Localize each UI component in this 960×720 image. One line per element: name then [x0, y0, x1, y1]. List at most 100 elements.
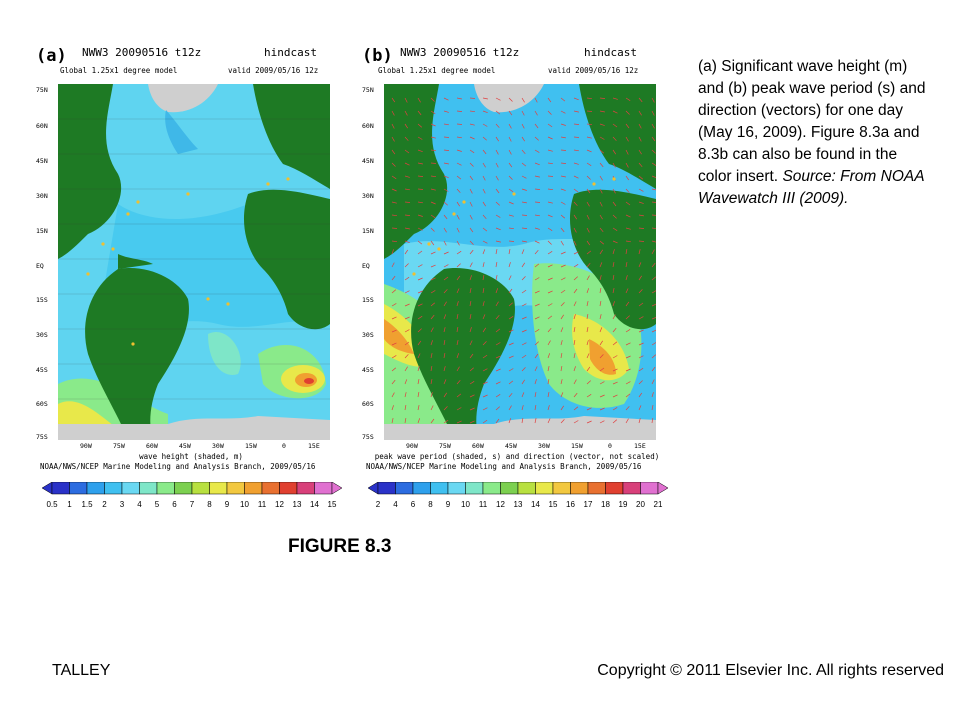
- direction-vector: [573, 353, 576, 359]
- colorbar-tick-label: 2: [375, 500, 381, 509]
- direction-vector: [638, 405, 642, 411]
- direction-vector: [521, 329, 527, 333]
- direction-vector: [443, 264, 449, 268]
- direction-vector: [521, 418, 524, 424]
- direction-vector: [456, 353, 460, 359]
- direction-vector: [534, 240, 540, 244]
- direction-vector: [456, 366, 460, 372]
- direction-vector: [651, 366, 656, 372]
- direction-vector: [495, 406, 500, 411]
- lon-label: 60W: [472, 442, 484, 450]
- direction-vector: [482, 188, 486, 194]
- direction-vector: [456, 407, 462, 411]
- colorbar-swatch: [622, 482, 641, 495]
- direction-vector: [391, 289, 397, 294]
- direction-vector: [430, 251, 436, 255]
- direction-vector: [391, 418, 394, 424]
- direction-vector: [534, 353, 539, 359]
- south-america-land: [85, 268, 189, 440]
- direction-vector: [651, 342, 656, 346]
- colorbar-swatch: [465, 482, 484, 495]
- direction-vector: [638, 249, 641, 255]
- direction-vector: [508, 302, 513, 307]
- direction-vector: [443, 276, 449, 281]
- direction-vector: [508, 227, 514, 230]
- lon-axis: 90W 75W 60W 45W 30W 15W 0 15E: [384, 442, 656, 452]
- direction-vector: [417, 418, 421, 424]
- direction-vector: [599, 340, 603, 346]
- direction-vector: [508, 355, 514, 359]
- direction-vector: [534, 366, 538, 372]
- direction-vector: [560, 314, 564, 320]
- lat-label: 75S: [362, 433, 374, 441]
- lon-label: 90W: [80, 442, 92, 450]
- direction-vector: [469, 110, 476, 113]
- colorbar-tick-label: 11: [257, 500, 267, 509]
- lat-label: EQ: [362, 262, 370, 270]
- direction-vector: [417, 277, 423, 281]
- direction-vector: [391, 316, 397, 320]
- direction-vector: [586, 214, 590, 220]
- lon-label: 60W: [146, 442, 158, 450]
- colorbar-swatch: [447, 482, 466, 495]
- direction-vector: [391, 214, 398, 217]
- direction-vector: [469, 227, 474, 233]
- direction-vector: [534, 277, 540, 281]
- direction-vector: [651, 110, 655, 116]
- direction-vector: [495, 368, 501, 372]
- direction-vector: [573, 340, 576, 346]
- direction-vector: [456, 110, 463, 112]
- direction-vector: [638, 110, 642, 116]
- direction-vector: [521, 392, 525, 398]
- direction-vector: [443, 214, 448, 220]
- direction-vector: [612, 327, 617, 333]
- colorbar-tick-label: 9: [224, 500, 230, 509]
- direction-vector: [469, 327, 472, 333]
- lat-label: 75S: [36, 433, 48, 441]
- direction-vector: [547, 366, 550, 372]
- direction-vector: [456, 227, 460, 233]
- lat-label: 60S: [36, 400, 48, 408]
- lat-label: 15N: [36, 227, 48, 235]
- direction-vector: [443, 379, 447, 385]
- direction-vector: [456, 214, 460, 220]
- direction-vector: [430, 327, 434, 333]
- direction-vector: [469, 288, 472, 294]
- direction-vector: [625, 381, 631, 385]
- direction-vector: [534, 201, 541, 203]
- direction-vector: [560, 327, 564, 333]
- lon-axis: 90W 75W 60W 45W 30W 15W 0 15E: [58, 442, 330, 452]
- direction-vector: [417, 227, 423, 231]
- direction-vector: [612, 407, 618, 411]
- direction-vector: [521, 240, 527, 243]
- direction-vector: [417, 110, 422, 116]
- direction-vector: [482, 327, 487, 333]
- direction-vector: [417, 328, 422, 333]
- direction-vector: [638, 329, 644, 333]
- direction-vector: [560, 302, 565, 307]
- direction-vector: [521, 405, 524, 411]
- direction-vector: [391, 227, 398, 229]
- direction-vector: [443, 97, 449, 101]
- direction-vector: [482, 249, 486, 255]
- colorbar-swatch: [587, 482, 606, 495]
- colorbar-swatch: [605, 482, 624, 495]
- direction-vector: [456, 201, 460, 207]
- direction-vector: [508, 329, 514, 333]
- direction-vector: [560, 289, 566, 294]
- direction-vector: [430, 188, 436, 191]
- direction-vector: [508, 262, 511, 268]
- direction-vector: [651, 201, 656, 203]
- colorbar-tick-label: 8: [428, 500, 433, 509]
- direction-vector: [534, 188, 541, 190]
- direction-vector: [599, 354, 604, 359]
- direction-vector: [417, 123, 423, 128]
- direction-vector: [534, 249, 539, 255]
- direction-vector: [508, 368, 514, 372]
- footer-copyright: Copyright © 2011 Elsevier Inc. All right…: [597, 662, 944, 679]
- direction-vector: [638, 162, 643, 168]
- direction-vector: [586, 394, 592, 398]
- lon-label: 90W: [406, 442, 418, 450]
- direction-vector: [612, 240, 618, 244]
- direction-vector: [573, 227, 577, 233]
